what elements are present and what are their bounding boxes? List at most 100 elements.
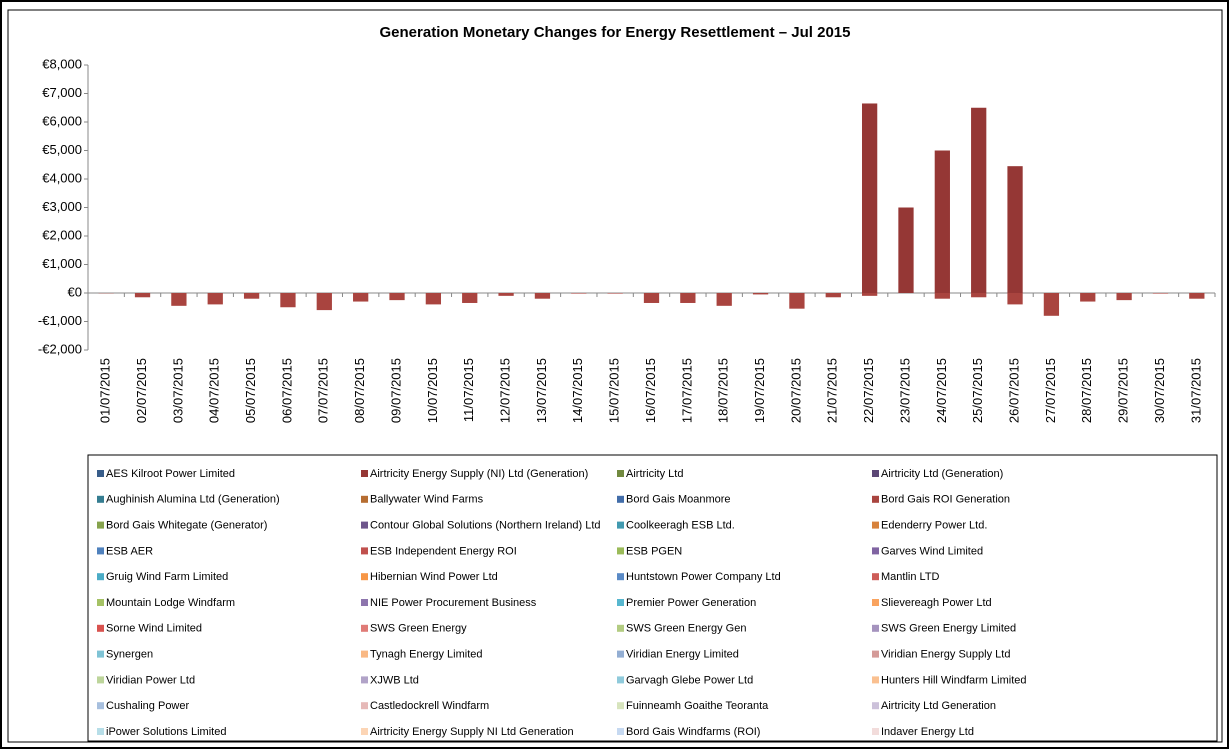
legend-swatch — [617, 624, 624, 632]
bar — [207, 293, 223, 305]
legend-swatch — [97, 702, 104, 710]
legend-swatch — [872, 676, 879, 684]
legend-label: Slievereagh Power Ltd — [881, 597, 992, 609]
legend-swatch — [617, 599, 624, 606]
legend-label: Synergen — [106, 649, 153, 661]
legend-swatch — [617, 573, 624, 581]
x-tick-label: 23/07/2015 — [897, 358, 912, 423]
bar — [134, 293, 151, 298]
bar — [898, 207, 914, 293]
legend-label: Cushaling Power — [106, 700, 189, 712]
legend-swatch — [617, 521, 624, 529]
legend-swatch — [361, 650, 368, 658]
bar — [934, 293, 950, 299]
legend-swatch — [617, 470, 624, 477]
legend-label: SWS Green Energy Limited — [881, 623, 1016, 635]
x-tick-label: 03/07/2015 — [170, 358, 185, 423]
legend-swatch — [361, 495, 368, 503]
legend-swatch — [872, 547, 879, 555]
bar — [389, 293, 405, 301]
bar — [1007, 166, 1023, 293]
legend-swatch — [97, 728, 104, 735]
legend-swatch — [361, 702, 368, 710]
legend-label: Hunters Hill Windfarm Limited — [881, 674, 1026, 686]
legend-swatch — [617, 495, 624, 503]
legend-swatch — [872, 702, 879, 710]
legend-swatch — [97, 599, 104, 606]
x-tick-label: 24/07/2015 — [934, 358, 949, 423]
legend-label: Airtricity Energy Supply (NI) Ltd (Gener… — [370, 468, 588, 480]
legend-label: SWS Green Energy — [370, 623, 467, 635]
legend-label: Premier Power Generation — [626, 597, 756, 609]
legend-label: Airtricity Ltd — [626, 468, 683, 480]
bar — [971, 107, 987, 293]
y-tick-label: €4,000 — [42, 170, 82, 185]
legend-label: Coolkeeragh ESB Ltd. — [626, 520, 735, 532]
bar — [1043, 293, 1060, 316]
legend-label: Huntstown Power Company Ltd — [626, 571, 781, 583]
x-tick-label: 07/07/2015 — [316, 358, 331, 423]
x-tick-label: 02/07/2015 — [134, 358, 149, 423]
y-tick-label: €5,000 — [42, 142, 82, 157]
legend-swatch — [361, 599, 368, 606]
legend-label: ESB Independent Energy ROI — [370, 545, 517, 557]
bar — [934, 150, 950, 293]
y-tick-label: €8,000 — [42, 56, 82, 71]
bar — [353, 293, 369, 302]
x-tick-label: 12/07/2015 — [498, 358, 513, 423]
bar — [316, 293, 332, 311]
bar — [1152, 293, 1169, 294]
bar — [243, 293, 260, 299]
bar — [680, 293, 696, 303]
x-tick-label: 25/07/2015 — [970, 358, 985, 423]
x-tick-label: 01/07/2015 — [98, 358, 113, 423]
legend — [87, 454, 1218, 742]
x-tick-label: 21/07/2015 — [825, 358, 840, 423]
bar — [971, 293, 987, 298]
bar — [607, 293, 623, 294]
legend-swatch — [97, 624, 104, 632]
legend-swatch — [872, 495, 879, 503]
bar — [825, 293, 841, 298]
bar — [1080, 293, 1096, 302]
legend-swatch — [617, 650, 624, 658]
bar — [1116, 293, 1132, 301]
bar — [1189, 293, 1205, 299]
bar — [643, 293, 660, 303]
legend-label: Castledockrell Windfarm — [370, 700, 489, 712]
legend-label: Viridian Energy Supply Ltd — [881, 649, 1010, 661]
x-tick-label: 26/07/2015 — [1006, 358, 1021, 423]
x-tick-label: 29/07/2015 — [1116, 358, 1131, 423]
legend-label: Edenderry Power Ltd. — [881, 520, 987, 532]
legend-swatch — [97, 573, 104, 581]
x-tick-label: 18/07/2015 — [716, 358, 731, 423]
x-tick-label: 16/07/2015 — [643, 358, 658, 423]
legend-label: Bord Gais ROI Generation — [881, 494, 1010, 506]
legend-label: Airtricity Energy Supply NI Ltd Generati… — [370, 726, 574, 738]
y-tick-label: €6,000 — [42, 113, 82, 128]
legend-label: Mountain Lodge Windfarm — [106, 597, 235, 609]
x-tick-label: 20/07/2015 — [788, 358, 803, 423]
legend-label: Tynagh Energy Limited — [370, 649, 483, 661]
bar — [280, 293, 296, 308]
y-tick-label: €0 — [68, 284, 82, 299]
legend-swatch — [872, 521, 879, 529]
x-tick-label: 17/07/2015 — [679, 358, 694, 423]
x-tick-label: 04/07/2015 — [207, 358, 222, 423]
y-tick-label: €1,000 — [42, 256, 82, 271]
legend-swatch — [97, 470, 104, 477]
x-tick-label: 09/07/2015 — [388, 358, 403, 423]
legend-label: XJWB Ltd — [370, 674, 419, 686]
legend-swatch — [872, 624, 879, 632]
legend-label: Mantlin LTD — [881, 571, 940, 583]
legend-swatch — [361, 470, 368, 477]
legend-label: Ballywater Wind Farms — [370, 494, 484, 506]
legend-label: ESB AER — [106, 545, 153, 557]
legend-label: NIE Power Procurement Business — [370, 597, 537, 609]
legend-swatch — [617, 702, 624, 710]
x-tick-label: 05/07/2015 — [243, 358, 258, 423]
chart-title: Generation Monetary Changes for Energy R… — [380, 24, 851, 41]
legend-swatch — [361, 676, 368, 684]
x-tick-label: 30/07/2015 — [1152, 358, 1167, 423]
